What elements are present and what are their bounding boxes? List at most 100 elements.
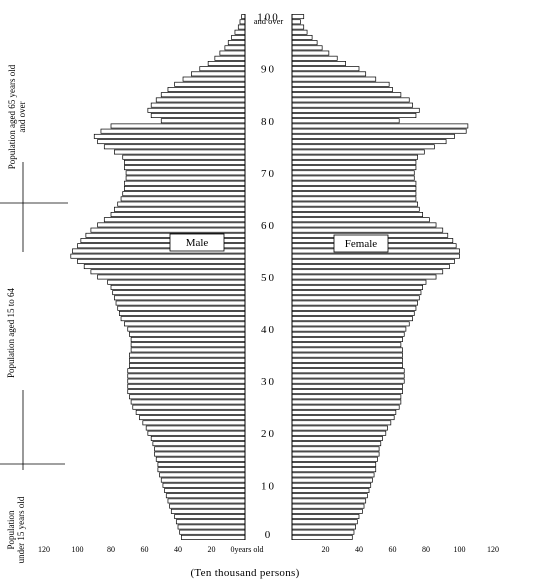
female-bar [291, 316, 413, 322]
x-tick-label-zero: 0years old [230, 545, 263, 554]
male-bar [164, 488, 246, 493]
male-bar [113, 206, 246, 212]
female-bar [291, 337, 403, 342]
male-bar [174, 81, 246, 87]
female-bar [291, 123, 469, 129]
x-tick-label-male: 100 [72, 545, 84, 554]
female-bar [291, 107, 420, 113]
group-label-65-and-over: Population aged 65 years old and over [7, 64, 27, 170]
female-bar [291, 519, 358, 525]
female-bar [291, 399, 402, 405]
female-bar [291, 40, 318, 46]
female-bar [291, 45, 323, 51]
female-bar [291, 55, 338, 61]
male-bar [142, 420, 246, 426]
female-bar [291, 201, 418, 207]
age-tick-label: 40 [261, 324, 276, 336]
male-bar [239, 19, 246, 25]
male-bar [125, 170, 246, 176]
male-bar [207, 61, 246, 66]
x-tick-label-male: 120 [38, 545, 50, 554]
age-tick-label: 30 [261, 376, 276, 388]
male-bar [132, 404, 246, 410]
female-bar [291, 102, 413, 108]
female-bar [291, 331, 405, 337]
age-tick-label: 50 [261, 272, 276, 284]
female-bar [291, 498, 367, 504]
female-bar [291, 113, 417, 119]
legend-female: Female [333, 234, 389, 253]
female-bar [291, 451, 380, 457]
male-bar [77, 258, 246, 264]
x-axis-unit-label: (Ten thousand persons) [190, 567, 300, 579]
female-bar [291, 128, 467, 134]
male-bar [97, 139, 246, 145]
female-bar [291, 378, 405, 384]
female-bar [291, 149, 425, 155]
x-tick-label-male: 20 [208, 545, 216, 554]
female-bar [291, 441, 382, 447]
age-tick-label: 60 [261, 220, 276, 232]
male-bar [93, 133, 246, 139]
female-bar [291, 196, 417, 202]
female-bar [291, 279, 427, 285]
female-bar [291, 29, 308, 35]
male-bar [129, 363, 246, 368]
age-tick-label: 80 [261, 116, 276, 128]
male-bar [90, 227, 246, 233]
male-bar [150, 113, 246, 119]
female-bar [291, 467, 377, 473]
male-bar [70, 253, 246, 259]
male-bar [165, 493, 246, 499]
female-bar [291, 133, 455, 139]
male-bar [127, 389, 246, 395]
male-bar [124, 165, 246, 171]
legend-male-text: Male [186, 237, 209, 249]
female-bar [291, 508, 363, 514]
male-bar [157, 462, 246, 467]
male-bar [169, 503, 246, 509]
female-bar [291, 524, 357, 530]
female-bar [291, 253, 460, 259]
female-bar [291, 446, 380, 452]
x-tick-label-female: 100 [454, 545, 466, 554]
male-bar [110, 212, 246, 217]
female-bar [291, 71, 367, 77]
female-bar [291, 477, 373, 483]
female-bar [291, 264, 450, 270]
female-bar [291, 154, 418, 160]
female-bar [291, 175, 415, 181]
male-bar [129, 352, 246, 358]
female-bar [291, 81, 390, 87]
female-bar [291, 493, 368, 499]
male-bar [129, 331, 246, 337]
female-bar [291, 87, 393, 92]
female-bar [291, 217, 430, 223]
x-tick-label-female: 80 [422, 545, 430, 554]
male-bar [231, 34, 246, 40]
male-bar [127, 383, 246, 389]
female-bar [291, 258, 455, 264]
female-bar [291, 415, 395, 421]
male-bar [219, 50, 246, 56]
female-bar [291, 420, 392, 426]
female-bar [291, 435, 383, 441]
female-bar [291, 373, 405, 379]
male-bar [113, 295, 246, 301]
female-bar [291, 352, 403, 358]
female-bar [291, 529, 355, 535]
male-bar [97, 222, 246, 228]
bars-group [70, 14, 469, 540]
male-bar [103, 217, 246, 223]
female-bar [291, 383, 403, 389]
male-bar [117, 305, 246, 311]
female-bar [291, 227, 444, 233]
female-bar [291, 14, 305, 20]
female-bar [291, 363, 403, 368]
age-tick-label: 20 [261, 428, 276, 440]
male-bar [83, 264, 246, 270]
female-bar [291, 409, 397, 415]
female-bar [291, 514, 360, 520]
age-tick-label: 90 [261, 64, 276, 76]
